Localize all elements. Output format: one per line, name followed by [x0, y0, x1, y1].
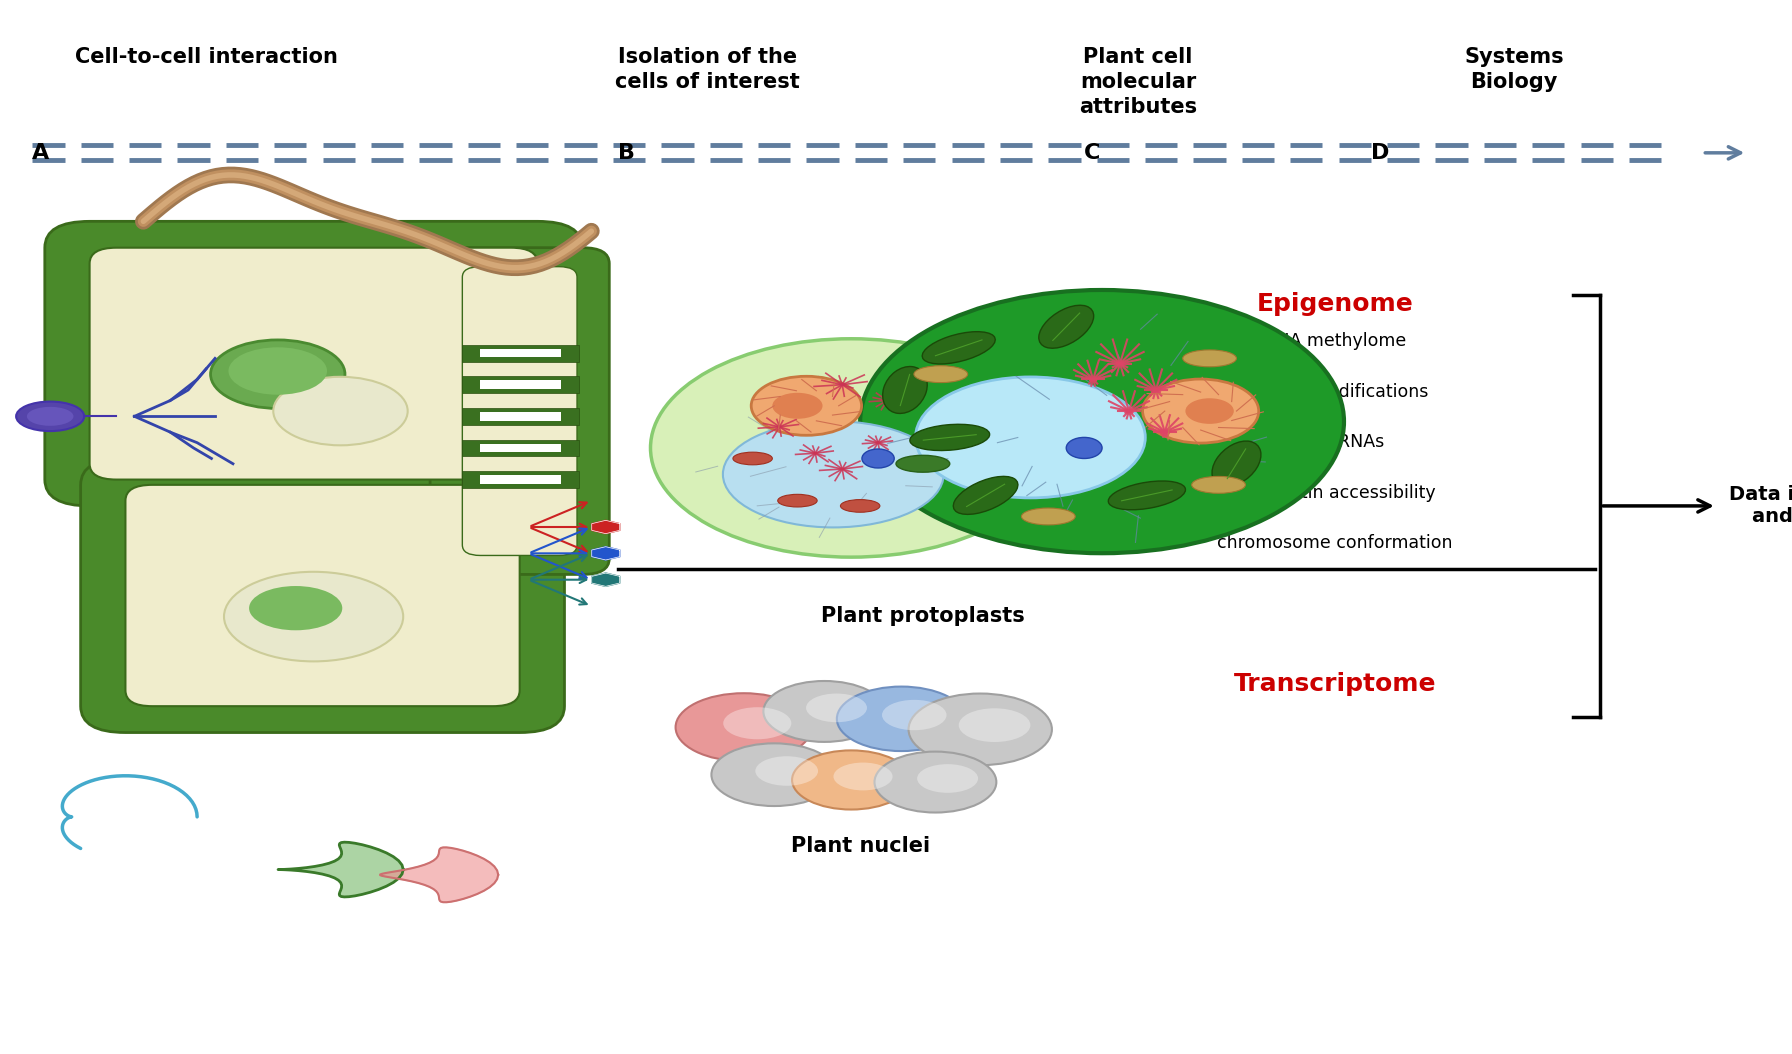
FancyBboxPatch shape	[90, 248, 538, 480]
Ellipse shape	[914, 366, 968, 383]
Text: Plant protoplasts: Plant protoplasts	[821, 606, 1025, 626]
Ellipse shape	[921, 431, 961, 444]
Ellipse shape	[959, 708, 1030, 742]
FancyBboxPatch shape	[45, 221, 582, 506]
Ellipse shape	[833, 763, 892, 790]
Ellipse shape	[650, 338, 1052, 558]
Ellipse shape	[778, 494, 817, 507]
Ellipse shape	[733, 452, 772, 465]
Ellipse shape	[676, 694, 812, 761]
Text: histone modifications: histone modifications	[1242, 383, 1428, 401]
Polygon shape	[591, 521, 620, 533]
Ellipse shape	[249, 586, 342, 630]
Bar	[480, 444, 561, 452]
Text: small RNAs: small RNAs	[1287, 433, 1383, 451]
Text: C: C	[1084, 143, 1100, 162]
Ellipse shape	[910, 425, 989, 450]
Ellipse shape	[806, 694, 867, 722]
Bar	[480, 412, 561, 421]
Ellipse shape	[722, 422, 944, 527]
Polygon shape	[591, 547, 620, 560]
Ellipse shape	[792, 750, 910, 809]
Text: Systems
Biology: Systems Biology	[1464, 47, 1564, 93]
Ellipse shape	[231, 579, 360, 644]
Ellipse shape	[1186, 398, 1233, 424]
FancyBboxPatch shape	[125, 485, 520, 706]
Ellipse shape	[756, 757, 817, 786]
Ellipse shape	[724, 707, 792, 739]
Text: Epigenome: Epigenome	[1256, 292, 1414, 316]
Text: Plant nuclei: Plant nuclei	[790, 836, 930, 856]
Ellipse shape	[224, 571, 403, 662]
Circle shape	[862, 449, 894, 468]
Ellipse shape	[1107, 481, 1186, 510]
Ellipse shape	[211, 339, 344, 408]
Text: chromatin accessibility: chromatin accessibility	[1235, 484, 1435, 502]
Circle shape	[1066, 437, 1102, 458]
Ellipse shape	[882, 700, 946, 730]
Ellipse shape	[1183, 350, 1236, 367]
Ellipse shape	[909, 694, 1052, 765]
Text: DNA methylome: DNA methylome	[1263, 332, 1407, 350]
Ellipse shape	[751, 376, 862, 435]
Ellipse shape	[840, 500, 880, 512]
Ellipse shape	[1192, 476, 1245, 493]
Ellipse shape	[896, 455, 950, 472]
Ellipse shape	[916, 377, 1145, 497]
Ellipse shape	[763, 681, 885, 742]
Ellipse shape	[837, 686, 966, 752]
Bar	[462, 440, 579, 456]
Ellipse shape	[883, 367, 926, 413]
Ellipse shape	[1211, 441, 1262, 487]
FancyBboxPatch shape	[430, 248, 609, 574]
FancyBboxPatch shape	[462, 267, 577, 555]
Polygon shape	[591, 573, 620, 586]
Ellipse shape	[27, 407, 73, 426]
Text: D: D	[1371, 143, 1389, 162]
Ellipse shape	[923, 332, 995, 364]
Bar	[462, 345, 579, 362]
Ellipse shape	[1021, 508, 1075, 525]
Text: chromosome conformation: chromosome conformation	[1217, 534, 1453, 552]
Bar	[480, 349, 561, 357]
FancyBboxPatch shape	[81, 458, 564, 733]
Ellipse shape	[953, 476, 1018, 514]
Polygon shape	[380, 847, 498, 902]
Ellipse shape	[918, 764, 978, 793]
Ellipse shape	[229, 347, 328, 394]
Bar	[462, 376, 579, 393]
Ellipse shape	[1143, 379, 1258, 443]
Text: A: A	[32, 143, 50, 162]
Bar	[462, 408, 579, 425]
Text: Cell-to-cell interaction: Cell-to-cell interaction	[75, 47, 337, 67]
Ellipse shape	[16, 402, 84, 431]
Text: B: B	[618, 143, 634, 162]
Ellipse shape	[874, 752, 996, 813]
Ellipse shape	[274, 377, 409, 445]
Ellipse shape	[711, 743, 837, 806]
Text: Data integration
and analysis: Data integration and analysis	[1729, 486, 1792, 526]
Bar	[480, 475, 561, 484]
Bar	[480, 380, 561, 389]
Polygon shape	[278, 842, 403, 897]
Ellipse shape	[1039, 306, 1093, 348]
Ellipse shape	[772, 393, 823, 418]
Text: Isolation of the
cells of interest: Isolation of the cells of interest	[615, 47, 801, 93]
Text: Transcriptome: Transcriptome	[1233, 671, 1437, 696]
Text: Plant cell
molecular
attributes: Plant cell molecular attributes	[1079, 47, 1197, 117]
Ellipse shape	[860, 290, 1344, 553]
Bar	[462, 471, 579, 488]
